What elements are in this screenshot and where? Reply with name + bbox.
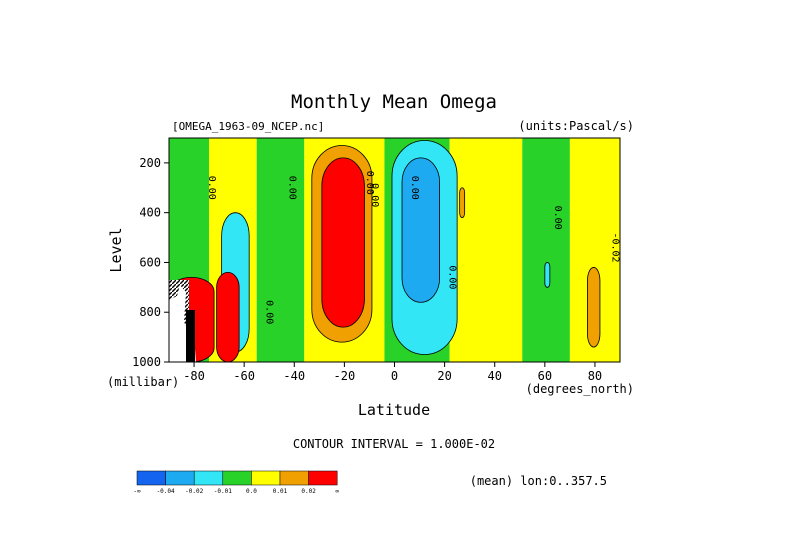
y-tick-label: 600 [139,255,161,269]
colorbar-label: -∞ [133,488,141,495]
contour-labels: 0.00 0.00 0.000.000.000.00-0.020.000.00 [206,171,620,325]
x-axis: -80 -60 -40 -20 0 20 40 60 80 [183,362,602,383]
colorbar-swatch [279,470,309,486]
contour-label: 0.00 [364,171,375,195]
y-tick-label: 800 [139,305,161,319]
contour-label: 0.00 [552,206,563,230]
contour-label: 0.00 [409,176,420,200]
file-label: [OMEGA_1963-09_NCEP.nc] [172,120,324,133]
colorbar-label: -0.01 [214,488,232,495]
field-sh-descent-core [321,157,365,328]
field-band-green-sh-45 [256,138,305,362]
x-tick-label: 60 [538,369,552,383]
underground-mask [169,280,196,362]
contour-interval-note: CONTOUR INTERVAL = 1.000E-02 [293,437,495,451]
colorbar-label: -0.02 [185,488,203,495]
field-nh-cyan-small [544,262,551,288]
colorbar-label: ∞ [335,488,339,495]
colorbar-swatch [222,470,252,486]
x-tick-label: -80 [183,369,205,383]
topography-black [186,310,195,362]
colorbar-label: -0.04 [157,488,175,495]
x-tick-label: 20 [437,369,451,383]
colorbar: -∞ -0.04 -0.02 -0.01 0.0 0.01 0.02 ∞ [133,470,339,495]
colorbar-label: 0.02 [301,488,316,495]
field-itcz-ascent-core [401,157,440,303]
x-tick-label: 40 [487,369,501,383]
y-tick-label: 1000 [132,355,161,369]
y-axis: 200 400 600 800 1000 [132,156,169,369]
contour-label: 0.00 [206,176,217,200]
colorbar-swatch [136,470,166,486]
omega-field [169,138,620,362]
contour-label: 0.00 [369,183,380,207]
colorbar-label: 0.01 [273,488,288,495]
contour-label: 0.00 [264,300,275,324]
contour-label: 0.00 [286,176,297,200]
field-nh-orange-strip [587,267,601,348]
y-tick-label: 200 [139,156,161,170]
colorbar-swatch [165,470,195,486]
colorbar-swatch [308,470,338,486]
colorbar-label: 0.0 [246,488,257,495]
contour-label: 0.00 [447,265,458,289]
x-tick-label: -60 [233,369,255,383]
units-label: (units:Pascal/s) [518,119,634,133]
x-tick-label: -40 [283,369,305,383]
field-nh-orange-small [459,187,466,219]
colorbar-swatch [251,470,281,486]
y-axis-label: Level [107,227,125,272]
field-band-yellow-nh-30 [449,138,523,362]
x-tick-label: 0 [391,369,398,383]
x-tick-label: -20 [334,369,356,383]
y-unit-label: (millibar) [107,375,179,389]
chart-title: Monthly Mean Omega [291,91,497,113]
field-antarctic-descent-2 [216,272,240,362]
colorbar-swatch [193,470,224,486]
x-tick-label: 80 [588,369,602,383]
contour-label: -0.02 [609,232,620,262]
y-tick-label: 400 [139,206,161,220]
x-axis-label: Latitude [358,401,430,419]
mean-longitude-note: (mean) lon:0..357.5 [470,474,607,488]
field-band-green-nh-60 [522,138,570,362]
x-unit-label: (degrees_north) [526,382,634,396]
